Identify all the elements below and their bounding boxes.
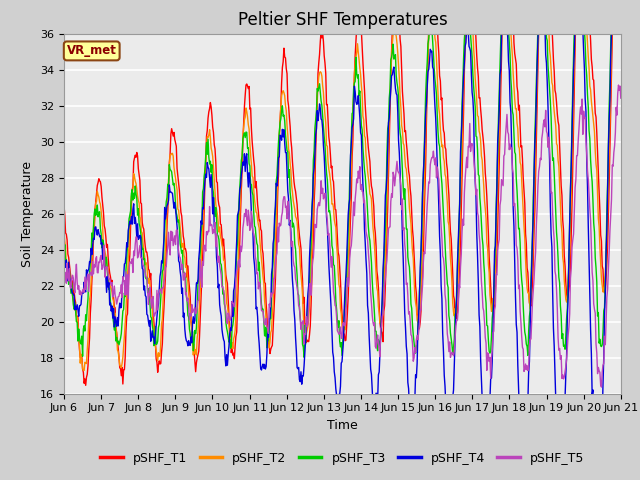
- pSHF_T5: [60, 280, 68, 286]
- pSHF_T1: [70, 288, 78, 293]
- pSHF_T1: [82, 383, 90, 388]
- Line: pSHF_T1: pSHF_T1: [64, 0, 621, 385]
- pSHF_T2: [128, 191, 136, 196]
- pSHF_T3: [127, 191, 135, 197]
- pSHF_T3: [70, 306, 78, 312]
- pSHF_T3: [184, 312, 192, 318]
- Line: pSHF_T3: pSHF_T3: [64, 0, 621, 357]
- pSHF_T2: [428, 2, 435, 8]
- pSHF_T5: [617, 95, 625, 101]
- pSHF_T4: [127, 214, 135, 219]
- Text: VR_met: VR_met: [67, 44, 116, 58]
- pSHF_T3: [60, 252, 68, 258]
- pSHF_T4: [426, 47, 434, 52]
- Line: pSHF_T5: pSHF_T5: [64, 85, 621, 387]
- pSHF_T2: [60, 229, 68, 235]
- pSHF_T2: [411, 293, 419, 299]
- pSHF_T5: [410, 355, 418, 361]
- Legend: pSHF_T1, pSHF_T2, pSHF_T3, pSHF_T4, pSHF_T5: pSHF_T1, pSHF_T2, pSHF_T3, pSHF_T4, pSHF…: [95, 447, 589, 469]
- pSHF_T2: [185, 291, 193, 297]
- pSHF_T4: [410, 408, 418, 414]
- pSHF_T5: [184, 295, 192, 301]
- pSHF_T1: [411, 265, 419, 271]
- pSHF_T4: [214, 264, 221, 269]
- pSHF_T1: [214, 197, 222, 203]
- pSHF_T4: [617, 28, 625, 34]
- pSHF_T4: [60, 259, 68, 264]
- X-axis label: Time: Time: [327, 419, 358, 432]
- pSHF_T4: [70, 292, 78, 298]
- pSHF_T1: [128, 187, 136, 193]
- pSHF_T5: [598, 384, 605, 390]
- pSHF_T4: [184, 343, 192, 348]
- pSHF_T5: [214, 250, 221, 256]
- pSHF_T1: [60, 203, 68, 208]
- pSHF_T5: [127, 261, 135, 266]
- pSHF_T3: [428, 22, 435, 28]
- Line: pSHF_T4: pSHF_T4: [64, 0, 621, 480]
- pSHF_T5: [70, 284, 78, 289]
- pSHF_T3: [411, 347, 419, 353]
- Y-axis label: Soil Temperature: Soil Temperature: [22, 161, 35, 266]
- pSHF_T5: [614, 82, 622, 88]
- pSHF_T2: [70, 301, 78, 307]
- pSHF_T1: [185, 277, 193, 283]
- pSHF_T5: [426, 162, 434, 168]
- pSHF_T2: [214, 219, 222, 225]
- pSHF_T2: [80, 368, 88, 373]
- Line: pSHF_T2: pSHF_T2: [64, 0, 621, 371]
- Title: Peltier SHF Temperatures: Peltier SHF Temperatures: [237, 11, 447, 29]
- pSHF_T3: [214, 231, 221, 237]
- pSHF_T3: [300, 354, 308, 360]
